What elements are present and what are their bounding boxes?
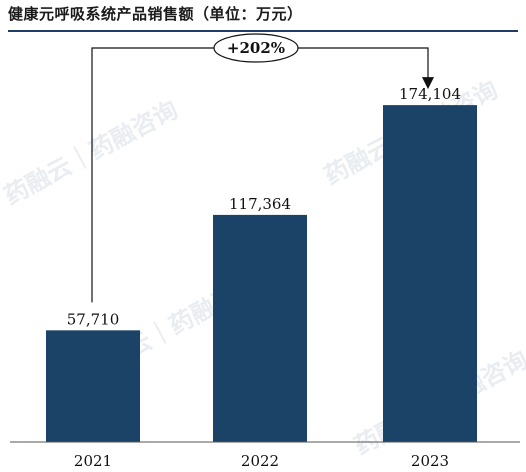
bar-2023 [383, 105, 477, 442]
bar-2021 [46, 330, 140, 442]
growth-label: +202% [227, 39, 285, 57]
growth-annotation: +202% [91, 33, 434, 303]
value-label-2021: 57,710 [67, 310, 120, 328]
value-label-2022: 117,364 [229, 195, 291, 213]
value-labels-layer: 57,710 117,364 174,104 [67, 85, 461, 328]
chart-title: 健康元呼吸系统产品销售额（单位：万元） [8, 5, 303, 23]
x-tick-label-2022: 2022 [241, 452, 279, 470]
x-tick-labels-layer: 2021 2022 2023 [74, 452, 449, 470]
watermark-text: 药融云｜药融咨询 [0, 95, 182, 210]
bar-2022 [213, 214, 307, 442]
bars-layer [46, 105, 477, 442]
title-rule [8, 30, 518, 32]
x-tick-label-2021: 2021 [74, 452, 112, 470]
x-tick-label-2023: 2023 [411, 452, 449, 470]
value-label-2023: 174,104 [399, 85, 461, 103]
growth-ellipse [213, 33, 299, 63]
